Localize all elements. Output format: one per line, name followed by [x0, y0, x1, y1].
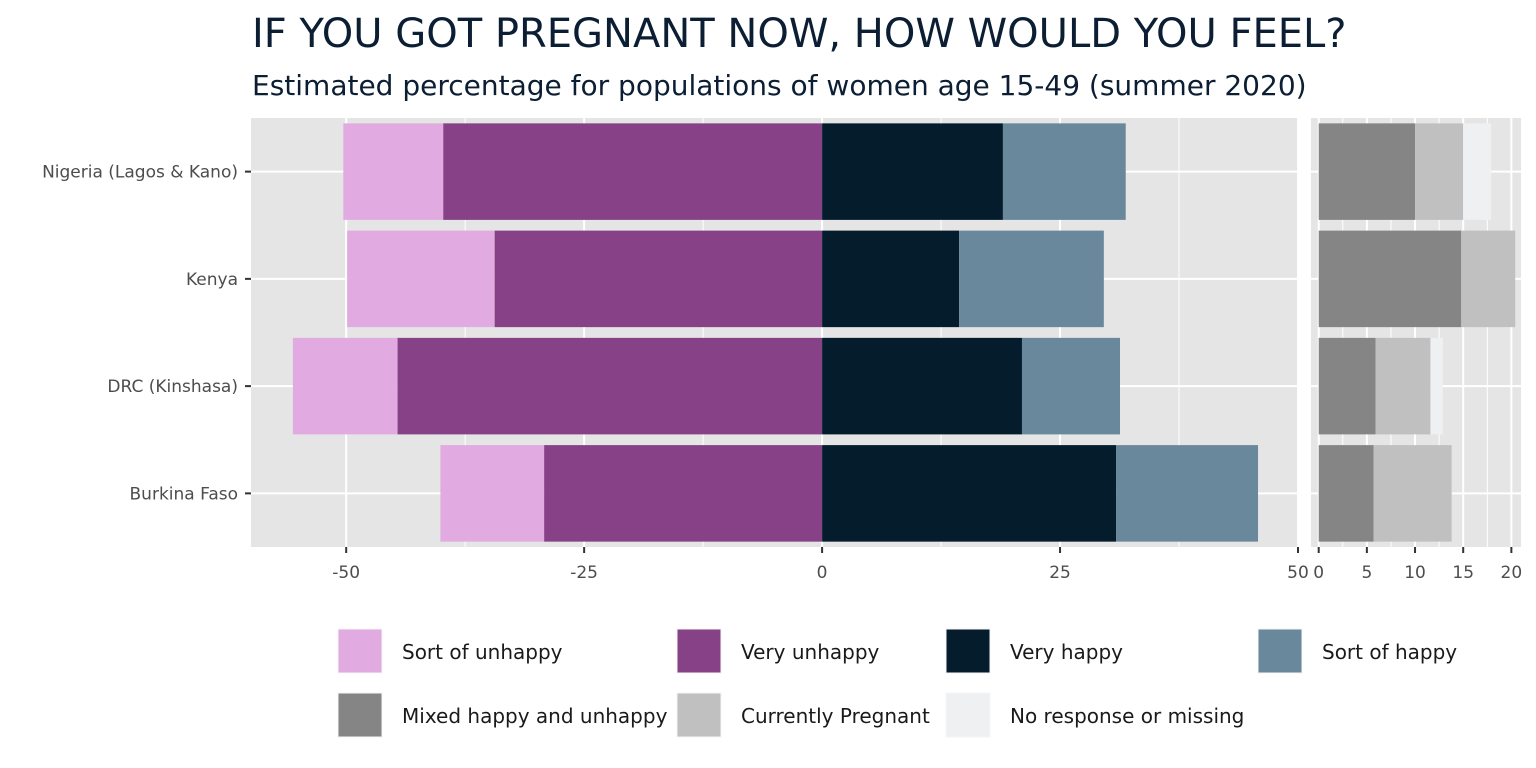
bar-sort-of-unhappy-nigeria-lagos-kano	[343, 123, 444, 220]
panel-other: 0 5 10 15 20	[1311, 118, 1522, 583]
chart-legend: Sort of unhappy Very unhappy Very happy Sor…	[337, 628, 1457, 738]
bar-very-happy-nigeria-lagos-kano	[822, 123, 1003, 220]
bar-currently-pregnant-burkina-faso	[1373, 445, 1452, 542]
legend-label: Very happy	[1010, 640, 1123, 664]
bar-sort-of-happy-kenya	[959, 230, 1104, 328]
legend-swatch	[337, 628, 383, 674]
x-tick-label: -25	[570, 563, 598, 583]
legend-label: No response or missing	[1010, 704, 1244, 728]
x-tick-label: 50	[1287, 563, 1309, 583]
bar-very-happy-burkina-faso	[822, 445, 1117, 542]
legend-item-no-response-or-missing: No response or missing	[945, 692, 1244, 738]
legend-label: Currently Pregnant	[741, 704, 930, 728]
legend-swatch	[1257, 628, 1303, 674]
series-mixed-happy-and-unhappy	[1318, 123, 1462, 542]
x-tick-label: 20	[1501, 563, 1523, 583]
bar-sort-of-unhappy-drc-kinshasa	[292, 337, 398, 435]
bar-mixed-happy-and-unhappy-nigeria-lagos-kano	[1318, 123, 1416, 220]
legend-label: Sort of unhappy	[402, 640, 563, 664]
bar-very-unhappy-drc-kinshasa	[397, 337, 823, 435]
legend-item-very-happy: Very happy	[945, 628, 1123, 674]
legend-item-very-unhappy: Very unhappy	[676, 628, 880, 674]
bar-currently-pregnant-nigeria-lagos-kano	[1415, 123, 1464, 220]
series-sort-of-happy	[959, 123, 1259, 542]
legend-item-currently-pregnant: Currently Pregnant	[676, 692, 930, 738]
bar-currently-pregnant-kenya	[1461, 230, 1516, 328]
bar-no-response-or-missing-nigeria-lagos-kano	[1463, 123, 1492, 220]
series-no-response-or-missing	[1430, 123, 1492, 435]
bar-very-unhappy-burkina-faso	[544, 445, 823, 542]
category-label: Nigeria (Lagos & Kano)	[42, 163, 238, 183]
legend-swatch	[945, 692, 991, 738]
bar-no-response-or-missing-drc-kinshasa	[1430, 337, 1443, 435]
category-label: Kenya	[186, 270, 238, 290]
legend-label: Very unhappy	[741, 640, 880, 664]
bar-very-happy-drc-kinshasa	[822, 337, 1022, 435]
series-currently-pregnant	[1373, 123, 1516, 542]
bar-sort-of-unhappy-kenya	[347, 230, 495, 328]
category-label: DRC (Kinshasa)	[107, 377, 238, 397]
bar-sort-of-unhappy-burkina-faso	[440, 445, 545, 542]
legend-item-mixed-happy-and-unhappy: Mixed happy and unhappy	[337, 692, 668, 738]
x-tick-label: 0	[1313, 563, 1324, 583]
bar-very-happy-kenya	[822, 230, 960, 328]
series-very-unhappy	[397, 123, 823, 542]
series-very-happy	[822, 123, 1117, 542]
x-tick-label: 0	[817, 563, 828, 583]
bar-mixed-happy-and-unhappy-kenya	[1318, 230, 1462, 328]
legend-item-sort-of-happy: Sort of happy	[1257, 628, 1457, 674]
chart-subtitle: Estimated percentage for populations of …	[252, 69, 1307, 102]
category-label: Burkina Faso	[130, 484, 238, 504]
panel-diverging: -50 -25 0 25 50	[251, 118, 1309, 583]
legend-item-sort-of-unhappy: Sort of unhappy	[337, 628, 563, 674]
bar-very-unhappy-kenya	[494, 230, 823, 328]
bar-mixed-happy-and-unhappy-drc-kinshasa	[1318, 337, 1376, 435]
bar-very-unhappy-nigeria-lagos-kano	[443, 123, 823, 220]
legend-label: Sort of happy	[1322, 640, 1457, 664]
x-tick-label: -50	[332, 563, 360, 583]
legend-swatch	[945, 628, 991, 674]
y-axis: Nigeria (Lagos & Kano) Kenya DRC (Kinshasa…	[42, 163, 251, 504]
bar-sort-of-happy-drc-kinshasa	[1021, 337, 1121, 435]
bar-sort-of-happy-burkina-faso	[1116, 445, 1259, 542]
legend-swatch	[337, 692, 383, 738]
legend-label: Mixed happy and unhappy	[402, 704, 668, 728]
x-tick-label: 5	[1361, 563, 1372, 583]
x-tick-label: 10	[1404, 563, 1426, 583]
x-tick-label: 15	[1452, 563, 1474, 583]
x-tick-label: 25	[1049, 563, 1071, 583]
legend-swatch	[676, 628, 722, 674]
bar-sort-of-happy-nigeria-lagos-kano	[1002, 123, 1126, 220]
legend-swatch	[676, 692, 722, 738]
series-sort-of-unhappy	[292, 123, 545, 542]
chart-title: IF YOU GOT PREGNANT NOW, HOW WOULD YOU F…	[252, 11, 1347, 57]
bar-currently-pregnant-drc-kinshasa	[1375, 337, 1431, 435]
bar-mixed-happy-and-unhappy-burkina-faso	[1318, 445, 1374, 542]
